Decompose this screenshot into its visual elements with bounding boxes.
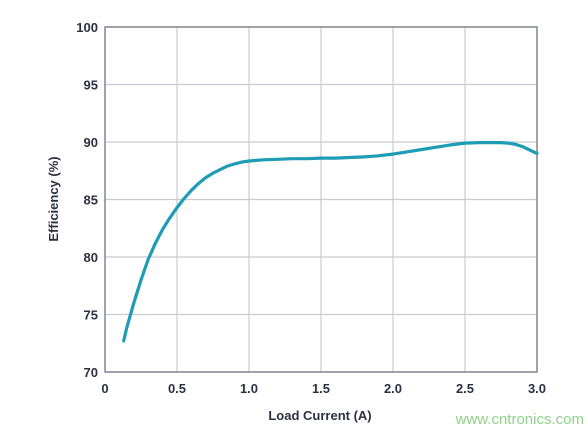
x-axis-title: Load Current (A) xyxy=(268,408,371,423)
x-tick-label-6: 3.0 xyxy=(528,381,546,396)
watermark-text: www.cntronics.com xyxy=(455,411,584,428)
y-tick-label-4: 90 xyxy=(84,135,98,150)
x-tick-label-2: 1.0 xyxy=(240,381,258,396)
x-tick-label-4: 2.0 xyxy=(384,381,402,396)
series-line-0 xyxy=(122,141,539,343)
y-tick-labels: 70 75 80 85 90 95 100 xyxy=(76,20,98,380)
x-tick-label-1: 0.5 xyxy=(168,381,186,396)
x-tick-labels: 0 0.5 1.0 1.5 2.0 2.5 3.0 xyxy=(101,381,546,396)
x-tick-label-5: 2.5 xyxy=(456,381,474,396)
y-tick-label-3: 85 xyxy=(84,193,98,208)
y-tick-label-0: 70 xyxy=(84,365,98,380)
y-tick-label-5: 95 xyxy=(84,78,98,93)
series-layer xyxy=(122,141,539,343)
y-tick-label-6: 100 xyxy=(76,20,98,35)
y-axis-title: Efficiency (%) xyxy=(46,156,61,241)
x-tick-label-0: 0 xyxy=(101,381,108,396)
grid xyxy=(104,26,538,373)
plot-frame xyxy=(104,26,538,373)
y-tick-label-2: 80 xyxy=(84,250,98,265)
x-tick-label-3: 1.5 xyxy=(312,381,330,396)
y-tick-label-1: 75 xyxy=(84,308,98,323)
